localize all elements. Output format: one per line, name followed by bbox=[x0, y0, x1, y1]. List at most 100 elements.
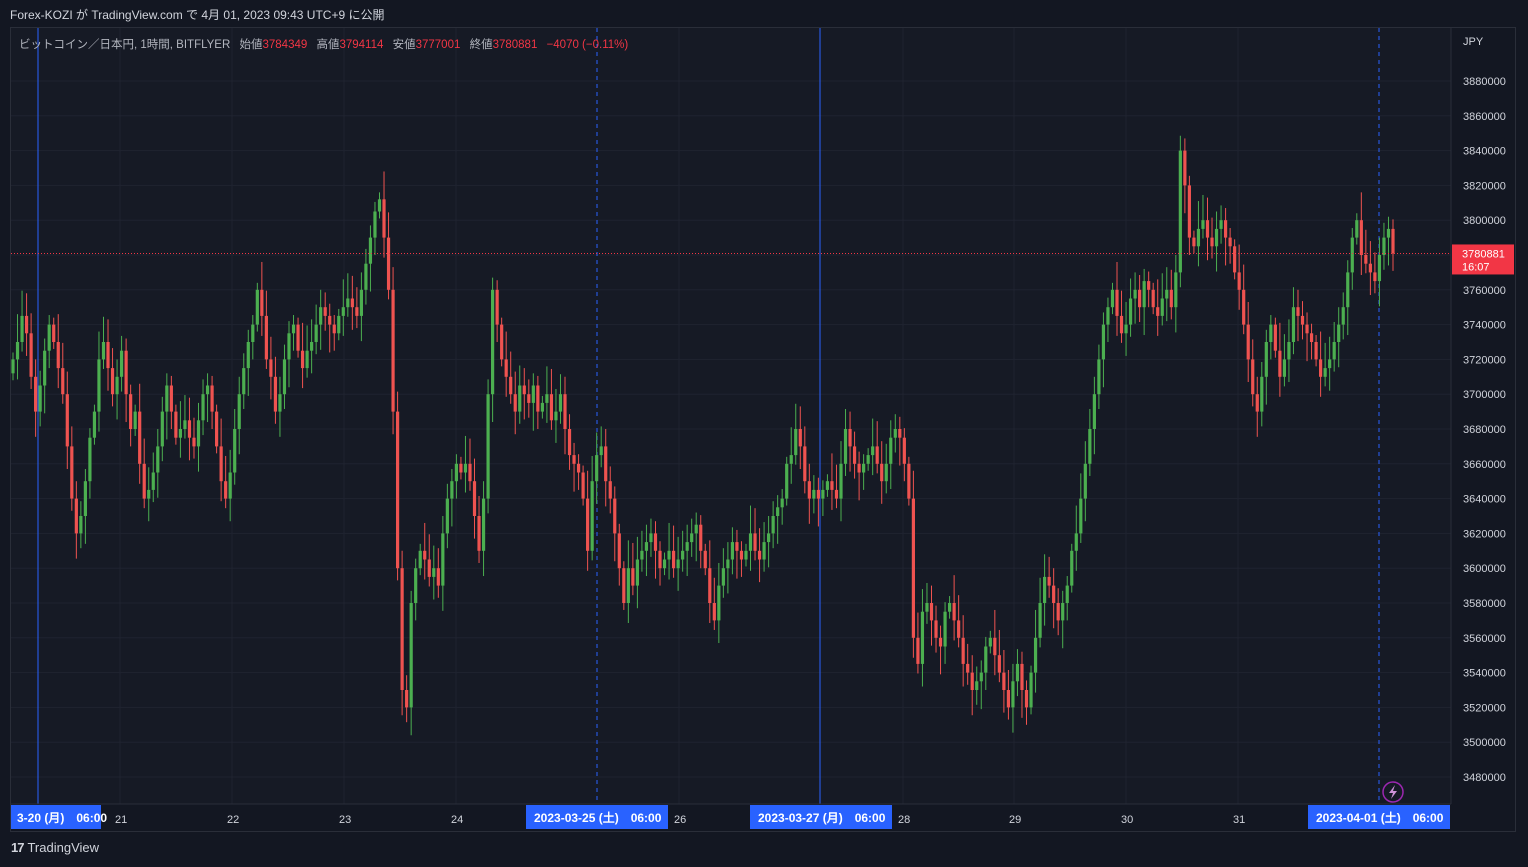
candle-body[interactable] bbox=[337, 315, 341, 334]
candle-body[interactable] bbox=[1110, 289, 1115, 308]
candle-body[interactable] bbox=[47, 324, 51, 351]
candle-body[interactable] bbox=[504, 359, 508, 377]
candle-body[interactable] bbox=[1015, 663, 1020, 682]
candle-body[interactable] bbox=[1386, 228, 1391, 238]
candle-body[interactable] bbox=[961, 637, 965, 664]
candle-body[interactable] bbox=[278, 394, 282, 412]
candle-body[interactable] bbox=[1196, 228, 1201, 247]
candle-body[interactable] bbox=[866, 455, 870, 464]
candle-body[interactable] bbox=[210, 385, 214, 412]
candle-body[interactable] bbox=[753, 533, 757, 551]
candle-body[interactable] bbox=[767, 533, 771, 543]
candle-body[interactable] bbox=[1124, 324, 1128, 334]
candle-body[interactable] bbox=[386, 237, 391, 290]
candle-body[interactable] bbox=[920, 611, 925, 664]
candle-body[interactable] bbox=[34, 376, 38, 412]
candle-body[interactable] bbox=[748, 533, 753, 551]
candle-body[interactable] bbox=[1287, 342, 1291, 360]
candle-body[interactable] bbox=[346, 298, 350, 308]
candle-body[interactable] bbox=[1043, 576, 1047, 603]
candle-body[interactable] bbox=[1373, 272, 1377, 282]
candle-body[interactable] bbox=[1033, 637, 1038, 673]
candle-body[interactable] bbox=[70, 446, 74, 499]
candle-body[interactable] bbox=[649, 533, 653, 543]
candle-body[interactable] bbox=[246, 342, 250, 369]
candle-body[interactable] bbox=[432, 568, 436, 577]
candle-body[interactable] bbox=[1341, 307, 1345, 325]
candle-body[interactable] bbox=[816, 489, 820, 499]
candle-body[interactable] bbox=[685, 542, 689, 551]
candle-body[interactable] bbox=[364, 263, 368, 290]
candle-body[interactable] bbox=[305, 350, 309, 369]
candle-body[interactable] bbox=[1151, 289, 1155, 308]
candle-body[interactable] bbox=[463, 463, 468, 473]
candle-body[interactable] bbox=[56, 342, 60, 369]
candle-body[interactable] bbox=[807, 481, 811, 499]
candle-body[interactable] bbox=[794, 429, 798, 456]
candle-body[interactable] bbox=[640, 550, 644, 560]
candle-body[interactable] bbox=[156, 446, 160, 473]
candle-body[interactable] bbox=[717, 585, 721, 621]
candle-body[interactable] bbox=[880, 463, 884, 482]
candle-body[interactable] bbox=[572, 455, 576, 464]
candle-body[interactable] bbox=[513, 394, 517, 412]
candle-body[interactable] bbox=[771, 516, 775, 534]
candle-body[interactable] bbox=[1205, 220, 1210, 238]
candle-body[interactable] bbox=[88, 437, 92, 482]
candle-body[interactable] bbox=[590, 481, 594, 551]
candle-body[interactable] bbox=[300, 350, 305, 369]
candle-body[interactable] bbox=[608, 481, 612, 499]
last-price-tag[interactable] bbox=[1452, 244, 1514, 275]
candle-body[interactable] bbox=[699, 524, 703, 551]
candle-body[interactable] bbox=[1242, 289, 1246, 325]
lightning-icon[interactable] bbox=[1382, 781, 1404, 803]
candle-body[interactable] bbox=[952, 603, 956, 621]
candle-body[interactable] bbox=[984, 646, 988, 673]
candle-body[interactable] bbox=[1074, 533, 1078, 551]
candle-body[interactable] bbox=[830, 481, 834, 490]
candle-body[interactable] bbox=[481, 498, 486, 551]
candle-body[interactable] bbox=[671, 550, 676, 569]
candle-body[interactable] bbox=[676, 559, 680, 569]
candle-body[interactable] bbox=[852, 446, 857, 464]
candle-body[interactable] bbox=[350, 298, 354, 308]
candle-body[interactable] bbox=[757, 550, 762, 560]
candle-body[interactable] bbox=[1314, 342, 1318, 360]
candle-body[interactable] bbox=[1282, 359, 1287, 377]
candle-body[interactable] bbox=[409, 603, 413, 708]
candle-body[interactable] bbox=[29, 333, 33, 377]
candle-body[interactable] bbox=[133, 411, 137, 429]
candle-body[interactable] bbox=[219, 446, 223, 482]
candle-body[interactable] bbox=[1056, 603, 1060, 621]
candle-body[interactable] bbox=[1092, 394, 1096, 429]
candle-body[interactable] bbox=[1246, 324, 1250, 360]
candle-body[interactable] bbox=[957, 620, 961, 638]
candle-body[interactable] bbox=[1264, 342, 1268, 377]
candle-body[interactable] bbox=[1002, 672, 1006, 690]
candle-body[interactable] bbox=[1305, 324, 1309, 334]
candle-body[interactable] bbox=[631, 568, 635, 586]
candle-body[interactable] bbox=[762, 542, 766, 560]
candle-body[interactable] bbox=[65, 394, 69, 447]
candle-body[interactable] bbox=[1214, 228, 1219, 247]
candle-body[interactable] bbox=[1024, 690, 1029, 708]
candle-body[interactable] bbox=[205, 385, 210, 395]
candle-body[interactable] bbox=[310, 342, 314, 351]
candle-body[interactable] bbox=[441, 533, 445, 586]
candle-body[interactable] bbox=[902, 437, 906, 464]
candle-body[interactable] bbox=[74, 498, 78, 534]
candle-body[interactable] bbox=[993, 637, 997, 656]
candle-body[interactable] bbox=[233, 429, 237, 473]
candle-body[interactable] bbox=[160, 411, 164, 447]
candle-body[interactable] bbox=[1296, 307, 1300, 316]
candle-body[interactable] bbox=[52, 324, 56, 342]
candle-body[interactable] bbox=[1273, 324, 1277, 351]
candle-body[interactable] bbox=[115, 376, 119, 395]
candle-body[interactable] bbox=[1183, 150, 1187, 186]
candle-body[interactable] bbox=[1047, 576, 1051, 586]
candle-body[interactable] bbox=[536, 385, 540, 412]
candle-body[interactable] bbox=[138, 411, 142, 464]
candle-body[interactable] bbox=[617, 533, 621, 569]
chart-pane[interactable]: 3880000386000038400003820000380000037800… bbox=[10, 27, 1516, 832]
candle-body[interactable] bbox=[567, 429, 572, 456]
